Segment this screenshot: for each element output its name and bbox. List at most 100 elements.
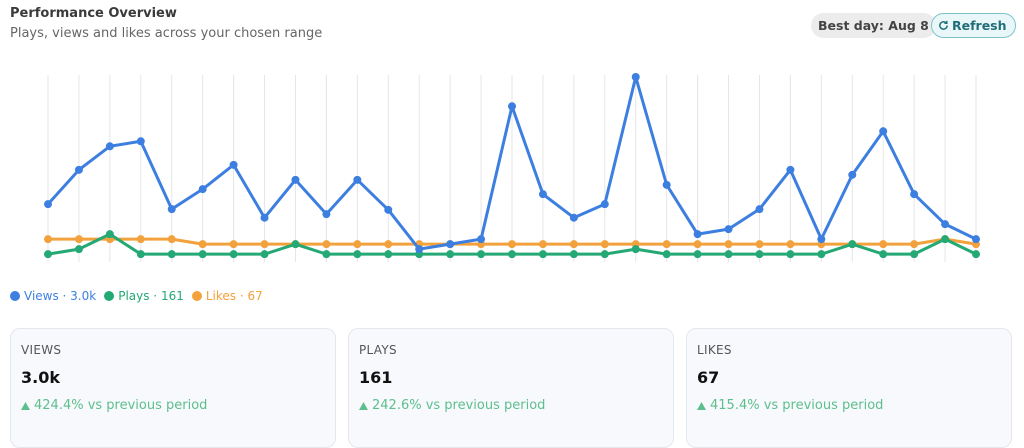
data-point: [879, 240, 888, 249]
data-point: [415, 245, 424, 254]
data-point: [477, 235, 486, 244]
data-point: [755, 250, 764, 259]
data-point: [631, 245, 640, 254]
data-point: [972, 235, 980, 244]
data-point: [229, 250, 238, 259]
data-point: [353, 250, 362, 259]
data-point: [353, 175, 362, 184]
data-point: [600, 240, 609, 249]
data-point: [229, 240, 238, 249]
data-point: [136, 250, 145, 259]
change-text: 242.6% vs previous period: [372, 398, 546, 413]
refresh-label: Refresh: [952, 18, 1007, 33]
data-point: [569, 250, 578, 259]
card-change: 242.6% vs previous period: [359, 398, 545, 413]
data-point: [724, 225, 733, 234]
legend-label: Views · 3.0k: [24, 289, 97, 303]
data-point: [74, 235, 83, 244]
data-point: [538, 250, 547, 259]
data-point: [755, 240, 764, 249]
data-point: [229, 160, 238, 169]
card-label: PLAYS: [359, 343, 397, 357]
data-point: [322, 210, 331, 219]
data-point: [353, 240, 362, 249]
legend-swatch: [191, 291, 202, 301]
data-point: [167, 205, 176, 214]
data-point: [879, 127, 888, 136]
data-point: [941, 220, 950, 229]
data-point: [910, 250, 919, 259]
up-arrow: [21, 401, 30, 410]
data-point: [508, 250, 516, 259]
data-point: [600, 250, 609, 259]
legend-item: Views · 3.0k: [10, 289, 96, 303]
data-point: [910, 190, 919, 199]
refresh-icon: [939, 20, 948, 30]
data-point: [322, 250, 331, 259]
title: Performance Overview: [10, 6, 177, 21]
data-point: [786, 165, 795, 174]
card-label: VIEWS: [21, 343, 62, 357]
data-point: [724, 240, 733, 249]
data-point: [198, 240, 207, 249]
data-point: [662, 250, 671, 259]
data-point: [260, 213, 269, 222]
data-point: [74, 245, 83, 254]
data-point: [879, 250, 888, 259]
data-point: [322, 240, 331, 249]
data-point: [786, 240, 795, 249]
data-point: [508, 102, 516, 111]
data-point: [817, 250, 826, 259]
data-point: [167, 235, 176, 244]
change-text: 415.4% vs previous period: [710, 398, 884, 413]
data-point: [786, 250, 795, 259]
data-point: [662, 240, 671, 249]
data-point: [941, 235, 950, 244]
data-point: [44, 250, 52, 259]
data-point: [972, 250, 980, 259]
legend-item: Likes · 67: [191, 289, 263, 303]
data-point: [538, 190, 547, 199]
data-point: [755, 205, 764, 214]
data-point: [291, 175, 300, 184]
card-change: 415.4% vs previous period: [697, 398, 883, 413]
data-point: [693, 230, 702, 239]
data-point: [508, 240, 516, 249]
data-point: [291, 240, 300, 249]
data-point: [848, 170, 857, 179]
data-point: [569, 213, 578, 222]
data-point: [446, 240, 455, 249]
data-point: [167, 250, 176, 259]
data-point: [631, 73, 640, 81]
legend-swatch: [104, 291, 115, 301]
legend: Views · 3.0k Plays · 161 Likes · 67: [10, 289, 263, 303]
data-point: [260, 240, 269, 249]
refresh-button[interactable]: Refresh: [931, 13, 1016, 38]
data-point: [848, 240, 857, 249]
data-point: [569, 240, 578, 249]
data-point: [260, 250, 269, 259]
legend-item: Plays · 161: [104, 289, 184, 303]
data-point: [384, 205, 393, 214]
legend-label: Likes · 67: [205, 289, 263, 303]
chart: [44, 73, 980, 262]
change-text: 424.4% vs previous period: [34, 398, 208, 413]
data-point: [693, 250, 702, 259]
best-day-badge: Best day: Aug 8: [811, 13, 936, 38]
subtitle: Plays, views and likes across your chose…: [10, 26, 323, 41]
data-point: [477, 250, 486, 259]
stat-card: PLAYS 161 242.6% vs previous period: [348, 328, 674, 448]
up-arrow: [697, 401, 706, 410]
card-label: LIKES: [697, 343, 732, 357]
card-value: 3.0k: [21, 368, 60, 387]
up-arrow: [359, 401, 368, 410]
data-point: [198, 250, 207, 259]
stat-card: LIKES 67 415.4% vs previous period: [686, 328, 1012, 448]
data-point: [662, 180, 671, 189]
data-point: [44, 235, 52, 244]
data-point: [136, 235, 145, 244]
card-value: 161: [359, 368, 393, 387]
data-point: [105, 230, 114, 239]
data-point: [136, 137, 145, 146]
data-point: [446, 250, 455, 259]
